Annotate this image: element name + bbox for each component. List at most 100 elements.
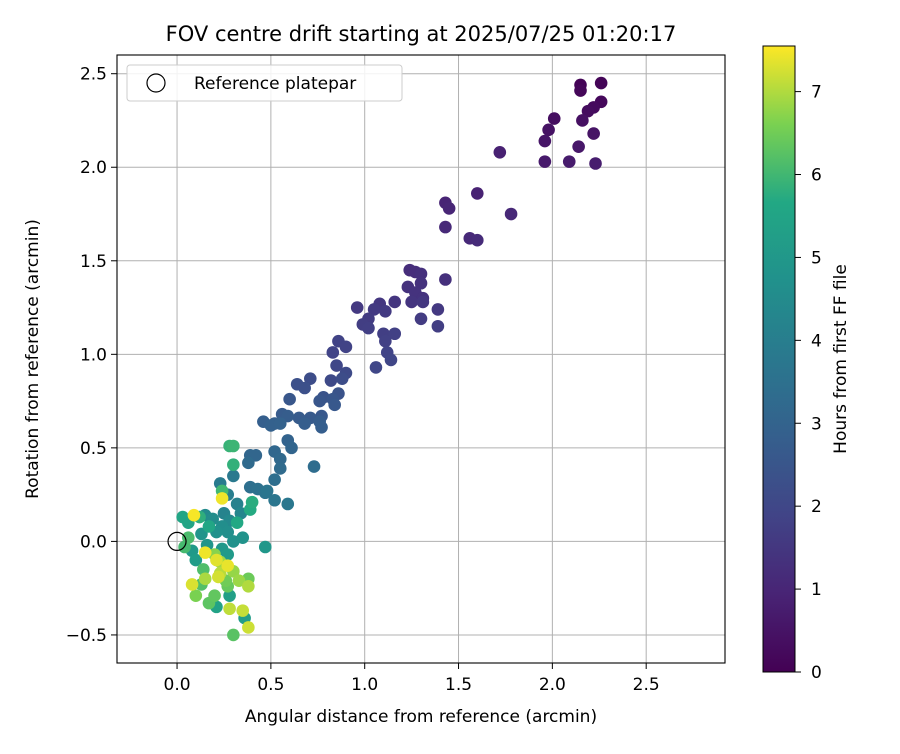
colorbar-tick-label: 5 (811, 248, 822, 268)
scatter-point (307, 460, 321, 473)
scatter-point (547, 112, 561, 125)
y-tick-label: 2.0 (80, 158, 107, 178)
scatter-point (197, 563, 210, 576)
scatter-point (339, 340, 353, 354)
scatter-point (221, 559, 235, 573)
x-tick-label: 2.5 (633, 675, 660, 695)
scatter-point (260, 484, 274, 498)
y-tick-label: 2.5 (80, 65, 107, 85)
y-axis-label: Rotation from reference (arcmin) (23, 219, 43, 499)
scatter-point (198, 572, 212, 586)
x-tick-label: 1.5 (445, 675, 472, 695)
scatter-point (232, 574, 246, 587)
scatter-point (470, 187, 484, 200)
legend-box (126, 64, 403, 102)
colorbar-tick-label: 7 (811, 83, 822, 103)
colorbar-tick-label: 3 (811, 414, 822, 434)
scatter-point (187, 508, 201, 522)
scatter-point (439, 220, 452, 234)
scatter-point (313, 394, 326, 408)
scatter-point (388, 327, 402, 341)
scatter-point (198, 546, 212, 559)
scatter-point (405, 295, 418, 309)
scatter-point (431, 303, 445, 316)
scatter-point (414, 276, 428, 290)
scatter-point (538, 155, 552, 168)
scatter-point (242, 579, 255, 593)
scatter-point (227, 469, 240, 483)
scatter-point (589, 157, 602, 170)
scatter-point (283, 392, 296, 406)
y-tick-label: 0.0 (80, 532, 107, 552)
scatter-point (493, 145, 507, 159)
scatter-point (562, 155, 576, 168)
scatter-point (384, 353, 398, 367)
scatter-point (328, 398, 341, 412)
scatter-point (367, 303, 381, 316)
scatter-point (379, 304, 392, 318)
legend: Reference platepar (126, 64, 403, 102)
y-tick-label: −0.5 (66, 626, 107, 646)
colorbar-tick-label: 0 (811, 663, 822, 683)
y-axis-ticks: −0.5 0.0 0.5 1.0 1.5 2.0 2.5 (66, 65, 117, 646)
scatter-point (236, 604, 250, 617)
colorbar-tick-label: 2 (811, 497, 822, 517)
data-points (167, 76, 608, 642)
scatter-point (227, 458, 240, 471)
scatter-point (416, 295, 430, 309)
scatter-point (268, 493, 281, 507)
scatter-point (242, 456, 255, 470)
scatter-point (185, 578, 199, 591)
scatter-point (182, 531, 195, 544)
scatter-point (330, 359, 343, 372)
scatter-point (572, 140, 585, 153)
scatter-point (542, 123, 555, 137)
reference-platepar-marker (167, 531, 187, 552)
scatter-point (594, 76, 608, 90)
scatter-point (298, 381, 311, 395)
scatter-point (431, 319, 445, 333)
y-tick-label: 1.0 (80, 345, 107, 365)
scatter-point (298, 417, 311, 430)
scatter-point (574, 84, 587, 97)
scatter-point (470, 233, 484, 247)
x-axis-ticks: 0.0 0.5 1.0 1.5 2.0 2.5 (164, 663, 660, 695)
scatter-point (227, 439, 240, 453)
scatter-point (285, 441, 298, 455)
scatter-point (326, 346, 340, 359)
x-tick-label: 2.0 (539, 675, 566, 695)
y-tick-label: 1.5 (80, 252, 107, 272)
scatter-point (350, 301, 364, 314)
scatter-point (264, 419, 278, 432)
scatter-point (273, 452, 287, 466)
scatter-point (281, 497, 295, 511)
scatter-point (223, 589, 236, 602)
scatter-point (504, 207, 518, 221)
plot-area-frame (116, 54, 726, 664)
scatter-point (335, 372, 349, 385)
y-tick-label: 0.5 (80, 439, 107, 459)
scatter-point (268, 473, 281, 486)
scatter-point (202, 520, 216, 533)
scatter-point (189, 553, 203, 567)
scatter-point (538, 134, 552, 148)
scatter-point (236, 531, 250, 544)
scatter-point (442, 202, 456, 215)
scatter-point (208, 589, 221, 602)
scatter-point (210, 553, 223, 567)
colorbar-tick-label: 6 (811, 166, 822, 186)
x-tick-label: 0.5 (257, 675, 284, 695)
scatter-point (576, 114, 589, 127)
colorbar-tick-label: 4 (811, 331, 822, 351)
scatter-point (245, 495, 259, 509)
scatter-point (324, 374, 338, 387)
scatter-point (388, 295, 402, 309)
colorbar-label: Hours from first FF file (831, 264, 851, 454)
scatter-point (379, 334, 392, 348)
scatter-point (215, 492, 229, 505)
colorbar (762, 45, 796, 673)
legend-label-reference: Reference platepar (194, 74, 356, 94)
scatter-point (362, 321, 375, 335)
scatter-point (189, 589, 203, 602)
